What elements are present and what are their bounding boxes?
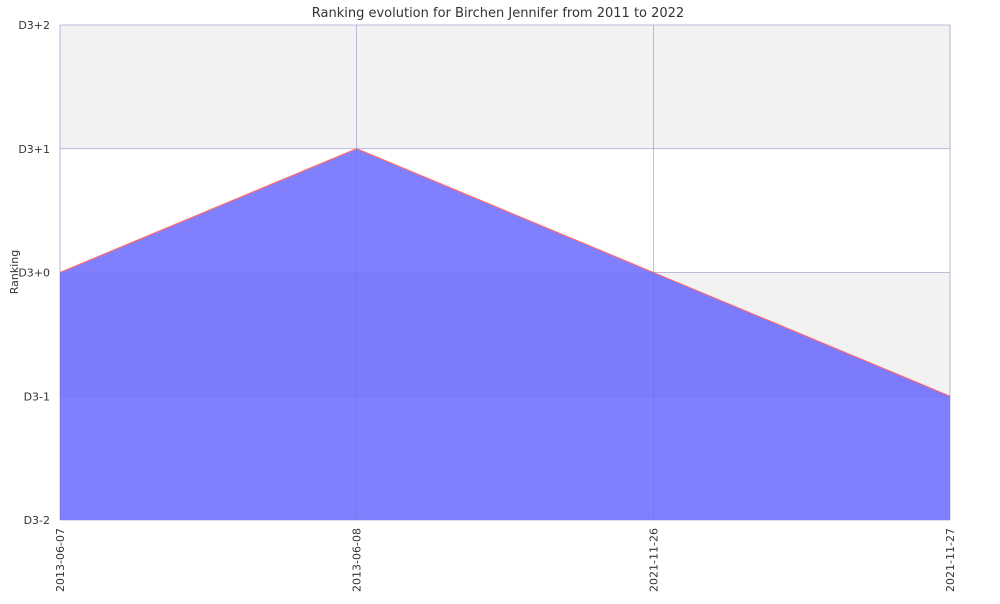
y-tick-label: D3+2 [18, 19, 50, 32]
y-tick-label: D3-1 [24, 390, 50, 403]
x-tick-label: 2021-11-26 [647, 528, 660, 592]
y-axis-label: Ranking [8, 250, 21, 295]
y-tick-label: D3+1 [18, 143, 50, 156]
y-tick-label: D3-2 [24, 514, 50, 527]
x-tick-label: 2013-06-07 [54, 528, 67, 592]
y-tick-label: D3+0 [18, 267, 50, 280]
chart-title: Ranking evolution for Birchen Jennifer f… [312, 6, 684, 21]
x-tick-label: 2021-11-27 [944, 528, 957, 592]
background-band [60, 25, 950, 149]
x-tick-label: 2013-06-08 [351, 528, 364, 592]
